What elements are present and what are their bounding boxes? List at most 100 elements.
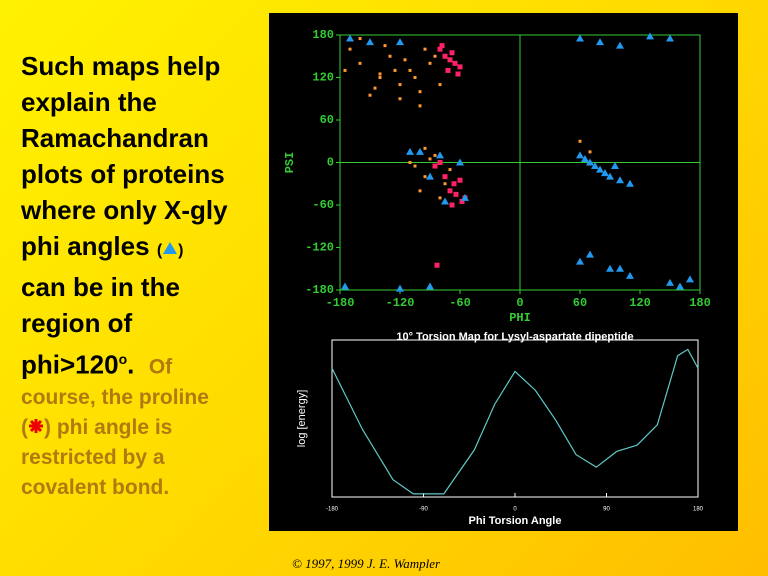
point [413,76,417,79]
paren: ) [44,415,51,439]
text: Of [148,355,173,379]
point [398,97,402,101]
text-line: () phi angle is [21,413,228,443]
y-tick-label: 180 [312,28,334,42]
y-axis-label: log [energy] [296,390,308,447]
text-line: explain the [21,87,157,117]
paren: ( [156,242,163,259]
point [434,262,440,268]
superscript: o [118,351,128,367]
point [445,67,451,73]
y-tick-label: -180 [305,283,334,297]
point [449,202,455,208]
point [358,37,362,41]
text: phi angle is [56,415,173,439]
text: . [127,349,135,380]
x-axis-label: PHI [509,311,531,325]
point [576,257,584,265]
star-icon [29,418,43,433]
point [616,41,624,49]
line [331,348,699,495]
point [438,196,442,200]
point [378,72,382,76]
point [403,58,407,62]
point [388,54,392,58]
x-tick-label: -180 [326,507,339,513]
point [447,188,453,194]
point [447,57,453,63]
point [456,158,464,166]
point [423,175,427,179]
point [418,104,422,108]
text-line: plots of proteins [21,159,225,189]
point [432,163,438,169]
point [576,34,584,42]
point [346,34,354,42]
point [591,162,599,170]
point [436,151,444,159]
point [451,181,457,187]
text: phi angles [21,231,150,261]
x-tick-label: -90 [419,507,428,513]
text-line: Such maps help [21,51,221,81]
text-line: region of [21,308,133,338]
x-tick-label: 0 [516,296,523,310]
point [438,83,442,87]
point [596,38,604,46]
y-tick-label: 60 [320,113,334,127]
slide-text: Such maps help explain the Ramachandran … [21,48,228,503]
point [646,32,654,40]
y-tick-label: 120 [312,71,334,85]
x-tick-label: 0 [513,507,517,513]
point [437,160,443,165]
text-line: course, the proline [21,385,209,409]
point [442,174,448,180]
text-line: covalent bond. [21,475,170,499]
point [426,282,434,290]
text: phi>120 [21,349,119,380]
point [611,162,619,170]
point [433,54,437,58]
point [433,153,437,157]
copyright: © 1997, 1999 J. E. Wampler [292,556,441,571]
point [423,146,427,150]
text-line: where only X-gly [21,195,228,225]
point [426,172,434,180]
point [358,61,362,65]
point [586,158,594,166]
point [368,93,372,97]
point [408,161,412,164]
point [453,191,459,197]
point [676,282,684,290]
y-tick-label: -60 [312,198,334,212]
point [406,147,414,155]
x-tick-label: -120 [386,296,415,310]
point [576,151,584,159]
point [686,275,694,283]
point [588,150,592,154]
x-tick-label: 90 [603,507,610,513]
point [457,177,463,183]
point [616,264,624,272]
point [586,250,594,258]
point [666,34,674,42]
point [439,43,445,49]
point [416,147,424,155]
text-line: restricted by a [21,445,165,469]
x-tick-label: 120 [629,296,651,310]
point [418,189,422,193]
point [398,83,402,87]
point [418,90,422,94]
point [413,164,417,168]
point [606,172,614,180]
x-tick-label: 180 [689,296,711,310]
point [343,68,347,72]
point [393,68,397,72]
point [443,182,447,186]
y-tick-label: 0 [327,156,334,170]
point [457,64,463,70]
point [428,61,432,65]
point [452,60,458,66]
point [461,193,469,201]
